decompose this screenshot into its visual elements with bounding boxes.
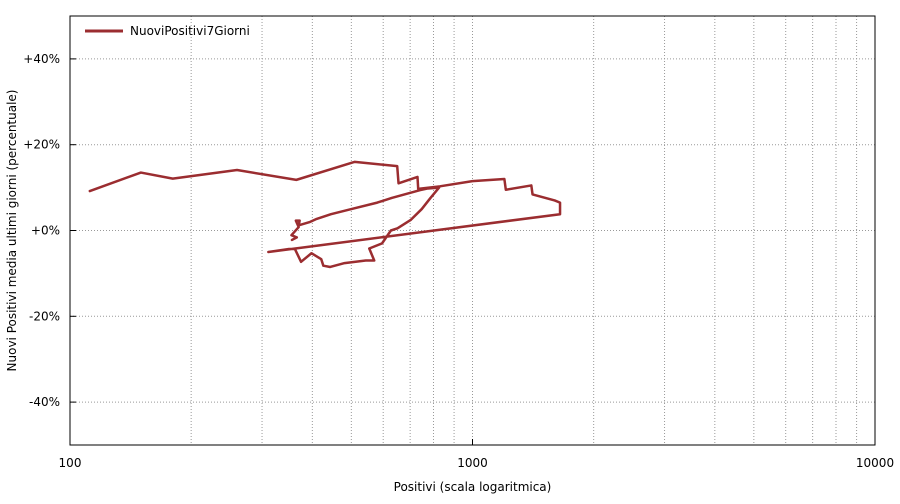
x-tick-label: 10000 [856,456,894,470]
y-tick-label: +20% [23,138,60,152]
y-axis-label: Nuovi Positivi media ultimi giorni (perc… [5,90,19,372]
legend-label: NuoviPositivi7Giorni [130,24,250,38]
axis-layer: 100 1000 10000 +40% +20% +0% -20% -40% [23,52,894,470]
x-tick-label: 100 [59,456,82,470]
x-axis-label: Positivi (scala logaritmica) [394,480,552,494]
x-tick-label: 1000 [457,456,488,470]
series-line-1 [88,160,562,269]
y-tick-label: -40% [29,395,60,409]
y-tick-label: +40% [23,52,60,66]
y-tick-label: -20% [29,309,60,323]
legend: NuoviPositivi7Giorni [85,24,250,38]
y-tick-label: +0% [31,224,60,238]
series-layer [88,160,562,269]
plot-frame [69,15,876,446]
grid-layer [69,16,876,445]
